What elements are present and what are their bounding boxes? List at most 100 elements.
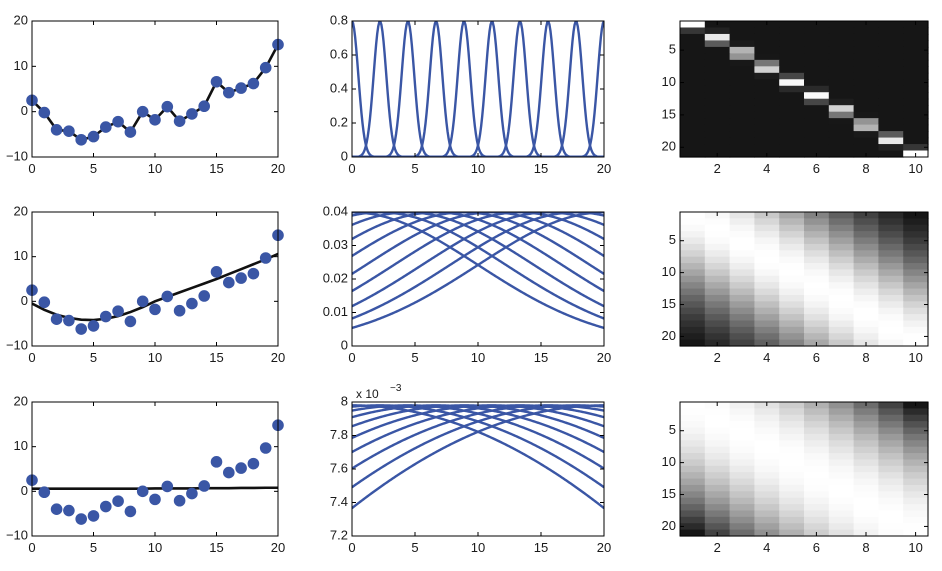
heatmap-cell — [878, 98, 904, 106]
heatmap-cell — [779, 66, 805, 74]
heatmap-cell — [903, 414, 929, 422]
heatmap-cell — [878, 72, 904, 80]
data-point — [100, 121, 112, 133]
heatmap-cell — [754, 46, 780, 54]
panel-5: 0 5 10 15 20 0.04 0.03 0.02 0.01 0 — [323, 203, 612, 365]
heatmap-cell — [878, 66, 904, 74]
heatmap-cell — [878, 111, 904, 119]
panel-8: 0 5 10 15 20 8 7.8 7.6 7.4 7.2 x 10 −3 — [330, 383, 611, 555]
heatmap-cell — [878, 510, 904, 518]
data-point — [87, 510, 100, 522]
x-tick-label: 8 — [862, 350, 869, 365]
heatmap-cell — [779, 218, 805, 226]
heatmap-cell — [779, 465, 805, 473]
heatmap-cell — [779, 250, 805, 258]
heatmap-cell — [704, 92, 731, 100]
data-point — [50, 503, 63, 515]
heatmap-cell — [828, 529, 855, 537]
basis-curve — [352, 21, 604, 157]
x-tick-label: 20 — [271, 350, 285, 365]
heatmap-cell — [680, 427, 706, 435]
heatmap-cell — [754, 516, 780, 524]
data-point — [198, 100, 210, 113]
heatmap-cell — [903, 421, 929, 429]
heatmap-cell — [754, 224, 780, 232]
heatmap-cell — [828, 40, 855, 48]
heatmap-cell — [754, 408, 780, 416]
data-point — [63, 314, 75, 327]
heatmap-cell — [828, 427, 855, 435]
data-point — [186, 108, 198, 120]
heatmap-cell — [804, 523, 830, 531]
y-tick-label: 10 — [662, 74, 676, 89]
heatmap-cell — [704, 269, 731, 277]
heatmap-cell — [754, 33, 780, 42]
heatmap-cell — [853, 421, 879, 429]
heatmap-cell — [828, 294, 855, 302]
heatmap-cell — [804, 46, 830, 54]
heatmap-cell — [704, 497, 731, 505]
heatmap-cell — [704, 333, 731, 341]
heatmap-cell — [804, 307, 830, 315]
heatmap-cell — [704, 111, 731, 119]
heatmap-cell — [804, 79, 830, 87]
heatmap-cell — [680, 27, 706, 35]
fit-curve — [32, 486, 278, 490]
heatmap-cell — [804, 288, 830, 296]
heatmap-cell — [704, 218, 731, 226]
heatmap-cell — [903, 433, 929, 441]
x-tick-label: 20 — [271, 161, 285, 176]
y-tick-label: 10 — [14, 58, 28, 73]
y-tick-label: 0.6 — [330, 46, 348, 61]
heatmap-cell — [680, 46, 706, 54]
heatmap-cell — [828, 504, 855, 512]
heatmap-cell — [680, 79, 706, 87]
heatmap-cell — [804, 269, 830, 277]
heatmap-cell — [704, 250, 731, 258]
heatmap-cell — [853, 465, 879, 473]
heatmap-cell — [729, 118, 755, 126]
y-tick-label: 10 — [14, 438, 28, 453]
heatmap-cell — [754, 137, 780, 145]
heatmap-cell — [704, 263, 731, 271]
y-tick-label: 7.2 — [330, 527, 348, 542]
heatmap-cell — [903, 85, 929, 93]
y-tick-label: 20 — [14, 393, 28, 408]
heatmap-cell — [680, 484, 706, 492]
heatmap-cell — [779, 320, 805, 328]
heatmap-cell — [828, 46, 855, 54]
x-tick-label: 8 — [862, 161, 869, 176]
heatmap-cell — [828, 288, 855, 296]
heatmap-cell — [828, 85, 855, 93]
heatmap-cell — [680, 131, 706, 139]
heatmap-cell — [729, 144, 755, 152]
axes-box — [679, 20, 929, 158]
x-tick-label: 2 — [714, 540, 721, 555]
heatmap-cell — [853, 320, 879, 328]
basis-curve — [352, 21, 604, 157]
y-tick-label: 7.8 — [330, 427, 348, 442]
y-tick-label: 7.6 — [330, 460, 348, 475]
heatmap-cell — [779, 79, 805, 87]
heatmap-cell — [754, 427, 780, 435]
heatmap-cell — [754, 446, 780, 454]
heatmap-cell — [878, 79, 904, 87]
heatmap-cell — [903, 46, 929, 54]
heatmap-cell — [729, 478, 755, 486]
heatmap-cell — [680, 433, 706, 441]
heatmap-cell — [828, 59, 855, 67]
heatmap-cell — [729, 459, 755, 467]
heatmap-cell — [804, 427, 830, 435]
heatmap-cell — [804, 33, 830, 42]
heatmap-cell — [853, 326, 879, 334]
data-point — [210, 75, 223, 88]
heatmap-cell — [828, 243, 855, 251]
heatmap-cell — [853, 124, 879, 132]
heatmap-cell — [779, 53, 805, 61]
heatmap-cell — [903, 79, 929, 87]
heatmap-cell — [680, 529, 706, 537]
heatmap-cell — [903, 440, 929, 448]
heatmap-cell — [779, 263, 805, 271]
heatmap-cell — [853, 59, 879, 67]
